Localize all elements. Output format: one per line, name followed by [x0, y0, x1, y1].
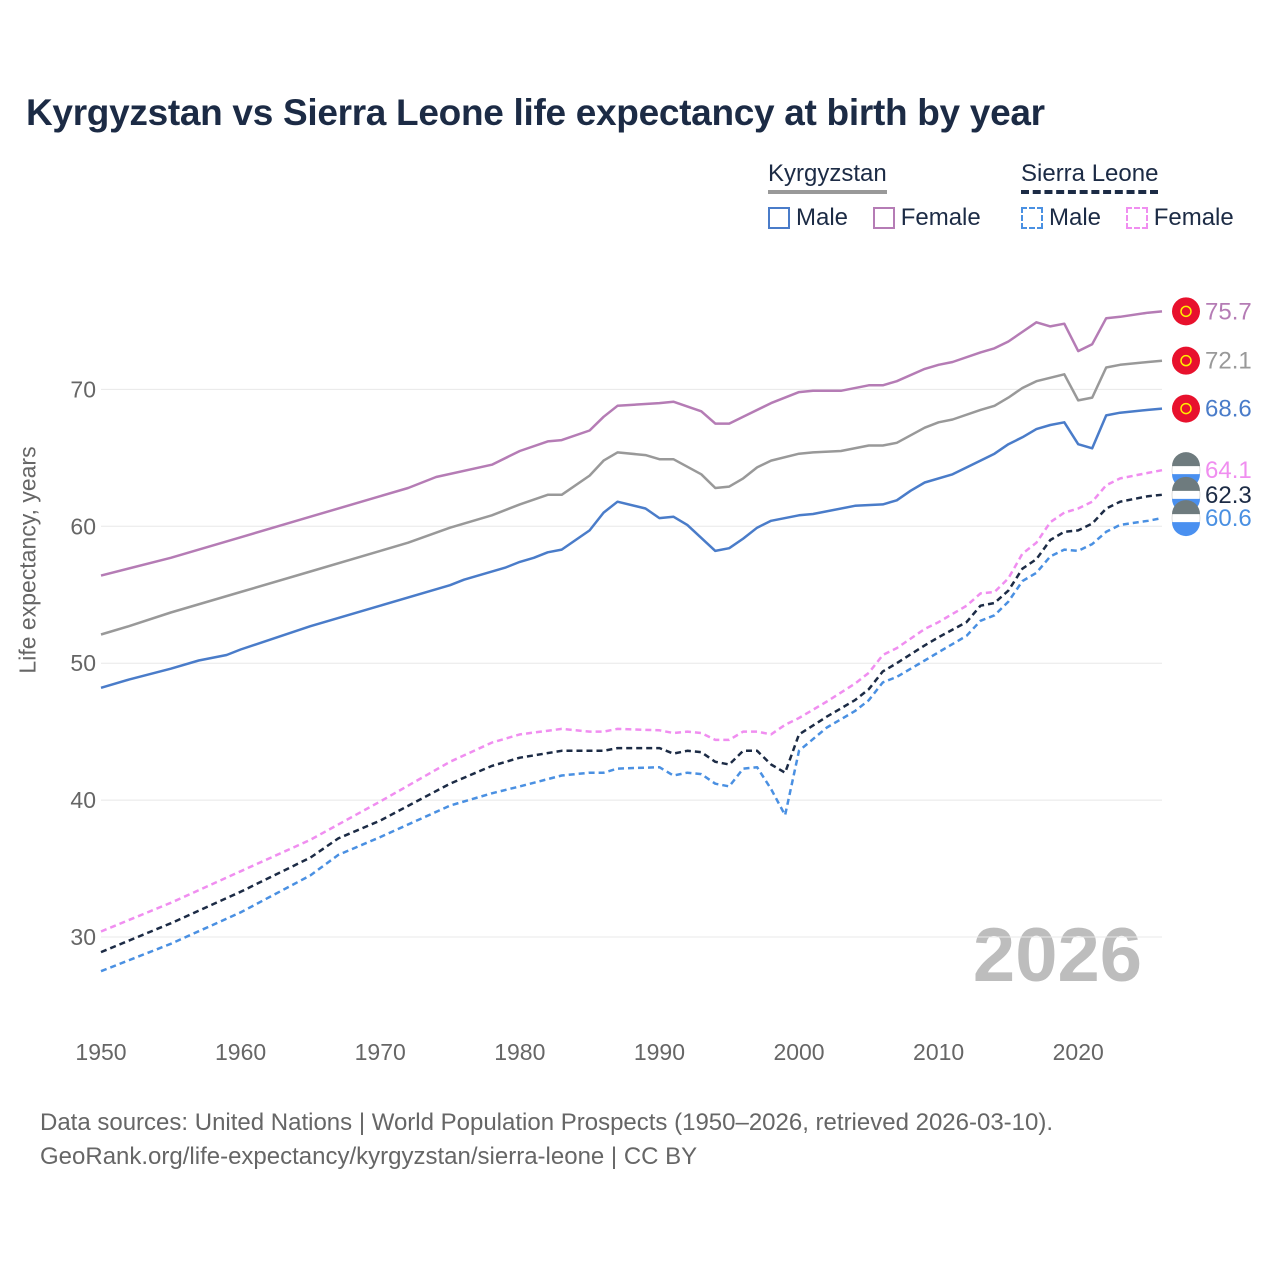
y-tick-label-70: 70: [70, 376, 96, 402]
legend-group-title: Kyrgyzstan: [768, 160, 887, 194]
legend-item-sierra-leone-female[interactable]: Female: [1125, 204, 1234, 232]
source-line-1: Data sources: United Nations | World Pop…: [40, 1109, 1054, 1136]
legend-group-sierra-leone: Sierra Leone Male Female: [1021, 160, 1234, 231]
end-value-label: 68.6: [1205, 396, 1252, 423]
x-tick-label-1950: 1950: [75, 1039, 126, 1065]
legend-label: Female: [1153, 204, 1234, 231]
legend-item-sierra-leone-male[interactable]: Male: [1021, 204, 1101, 232]
legend-swatch: [1125, 207, 1148, 229]
year-watermark: 2026: [972, 913, 1142, 998]
end-value-label: 62.3: [1205, 482, 1252, 509]
legend-label: Female: [900, 204, 981, 231]
flag-band-top: [1172, 452, 1200, 467]
x-tick-label-2000: 2000: [773, 1039, 824, 1065]
source-note: Data sources: United Nations | World Pop…: [40, 1106, 1053, 1174]
series-line-sierra-leone-male: [100, 516, 1163, 973]
end-value-label: 72.1: [1205, 348, 1252, 375]
legend-group-kyrgyzstan: Kyrgyzstan Male Female: [768, 160, 981, 231]
flag-sun-icon: [1180, 354, 1192, 367]
y-tick-label-30: 30: [70, 924, 96, 950]
flag-sun-icon: [1180, 402, 1192, 415]
end-value-label: 60.6: [1205, 505, 1252, 532]
legend-item-kyrgyzstan-male[interactable]: Male: [768, 204, 848, 232]
legend-label: Male: [1049, 204, 1102, 231]
x-tick-label-2010: 2010: [913, 1039, 964, 1065]
legend-swatch: [1021, 207, 1043, 229]
legend-swatch: [872, 207, 895, 229]
series-line-kyrgyzstan-female: [100, 310, 1163, 577]
y-tick-label-40: 40: [70, 787, 96, 813]
flag-band-bottom: [1172, 522, 1200, 537]
flag-band-top: [1172, 476, 1200, 491]
x-tick-label-1970: 1970: [355, 1039, 406, 1065]
series-line-kyrgyzstan-male: [100, 407, 1163, 689]
legend-group-title: Sierra Leone: [1021, 160, 1159, 194]
flag-sun-icon: [1180, 305, 1192, 318]
flag-kyrgyzstan-icon: [1172, 346, 1200, 375]
flag-kyrgyzstan-icon: [1172, 297, 1200, 326]
flag-band-top: [1172, 500, 1200, 515]
x-tick-label-1960: 1960: [215, 1039, 266, 1065]
end-value-label: 64.1: [1205, 457, 1252, 484]
x-tick-label-1990: 1990: [634, 1039, 685, 1065]
legend-item-kyrgyzstan-female[interactable]: Female: [872, 204, 981, 232]
source-line-2[interactable]: GeoRank.org/life-expectancy/kyrgyzstan/s…: [40, 1143, 698, 1170]
x-tick-label-1980: 1980: [494, 1039, 545, 1065]
x-tick-label-2020: 2020: [1053, 1039, 1104, 1065]
flag-kyrgyzstan-icon: [1172, 394, 1200, 423]
chart-title: Kyrgyzstan vs Sierra Leone life expectan…: [26, 92, 1045, 133]
series-line-sierra-leone-total: [100, 493, 1163, 954]
series-line-kyrgyzstan-total: [100, 359, 1163, 636]
y-tick-label-60: 60: [70, 513, 96, 539]
legend-label: Male: [796, 204, 849, 231]
end-value-label: 75.7: [1205, 298, 1252, 325]
legend-swatch: [768, 207, 790, 229]
series-line-sierra-leone-female: [100, 468, 1163, 933]
y-tick-label-50: 50: [70, 650, 96, 676]
